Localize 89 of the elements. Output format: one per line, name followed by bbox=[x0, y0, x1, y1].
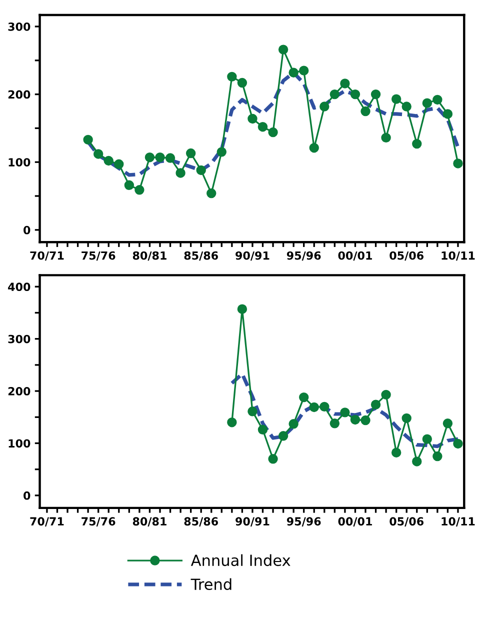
point bbox=[391, 94, 402, 104]
legend-label: Annual Index bbox=[190, 554, 290, 566]
point bbox=[227, 417, 237, 428]
y-tick-label: 0 bbox=[24, 491, 30, 500]
point bbox=[216, 147, 227, 157]
point bbox=[330, 418, 340, 428]
y-tick-label: 300 bbox=[8, 22, 30, 31]
y-tick-label: 200 bbox=[8, 90, 30, 99]
point bbox=[350, 89, 360, 100]
x-tick-label: 75/76 bbox=[82, 251, 116, 261]
x-tick-label: 90/91 bbox=[236, 517, 270, 526]
point bbox=[144, 152, 155, 162]
point bbox=[155, 152, 165, 162]
point bbox=[412, 456, 422, 466]
point bbox=[93, 149, 104, 159]
point bbox=[340, 408, 350, 418]
point bbox=[381, 132, 391, 143]
point bbox=[258, 424, 268, 435]
point bbox=[248, 406, 258, 416]
point bbox=[186, 148, 196, 158]
point bbox=[288, 68, 298, 78]
point bbox=[268, 127, 278, 138]
point bbox=[360, 106, 370, 116]
point bbox=[370, 400, 381, 410]
x-tick-label: 05/06 bbox=[390, 517, 424, 526]
point bbox=[320, 102, 330, 112]
point bbox=[258, 122, 268, 132]
x-tick-label: 10/11 bbox=[442, 517, 475, 526]
y-tick-label: 100 bbox=[8, 439, 30, 448]
x-tick-label: 80/81 bbox=[132, 517, 166, 526]
x-tick-label: 70/71 bbox=[30, 251, 64, 261]
point bbox=[309, 143, 319, 153]
x-tick-label: 75/76 bbox=[82, 517, 116, 526]
point bbox=[298, 392, 309, 402]
point bbox=[422, 434, 432, 444]
legend-label: Trend bbox=[190, 578, 232, 590]
point bbox=[196, 165, 206, 176]
point bbox=[278, 431, 288, 441]
x-tick-label: 95/96 bbox=[286, 517, 321, 526]
point bbox=[422, 98, 432, 108]
point bbox=[124, 180, 134, 190]
point bbox=[114, 159, 124, 169]
point bbox=[402, 413, 412, 424]
point bbox=[381, 390, 391, 400]
point bbox=[453, 158, 463, 168]
point bbox=[330, 89, 340, 100]
point bbox=[278, 44, 288, 54]
x-tick-label: 85/86 bbox=[184, 517, 218, 526]
y-tick-label: 0 bbox=[24, 226, 30, 234]
x-tick-label: 85/86 bbox=[184, 251, 218, 261]
y-tick-label: 100 bbox=[8, 158, 30, 166]
point bbox=[320, 402, 330, 412]
point bbox=[206, 188, 216, 198]
point bbox=[83, 134, 93, 145]
x-tick-label: 00/01 bbox=[338, 251, 372, 261]
x-tick-label: 10/11 bbox=[442, 251, 475, 261]
point bbox=[248, 114, 258, 124]
point bbox=[165, 153, 176, 163]
point bbox=[360, 415, 370, 426]
point bbox=[442, 418, 453, 428]
point bbox=[453, 438, 463, 449]
x-tick-label: 90/91 bbox=[236, 251, 270, 261]
y-tick-label: 200 bbox=[8, 387, 30, 396]
point bbox=[412, 138, 422, 149]
point bbox=[104, 156, 114, 166]
point bbox=[227, 72, 237, 82]
point bbox=[298, 66, 309, 76]
point bbox=[268, 454, 278, 464]
y-tick-label: 400 bbox=[8, 282, 30, 292]
point bbox=[370, 89, 381, 100]
point bbox=[402, 102, 412, 112]
point bbox=[237, 78, 248, 88]
x-tick-label: 80/81 bbox=[132, 251, 166, 261]
x-tick-label: 00/01 bbox=[338, 517, 372, 526]
x-tick-label: 70/71 bbox=[30, 517, 64, 526]
point bbox=[176, 168, 186, 178]
point bbox=[432, 94, 442, 105]
point bbox=[391, 448, 402, 458]
point bbox=[432, 451, 442, 462]
point bbox=[134, 185, 144, 195]
y-tick-label: 300 bbox=[8, 334, 30, 344]
point bbox=[350, 414, 360, 425]
point bbox=[442, 109, 453, 119]
point bbox=[288, 419, 298, 429]
x-tick-label: 95/96 bbox=[286, 251, 321, 261]
point bbox=[309, 402, 319, 412]
x-tick-label: 05/06 bbox=[390, 251, 424, 261]
point bbox=[237, 304, 248, 314]
point bbox=[340, 78, 350, 88]
